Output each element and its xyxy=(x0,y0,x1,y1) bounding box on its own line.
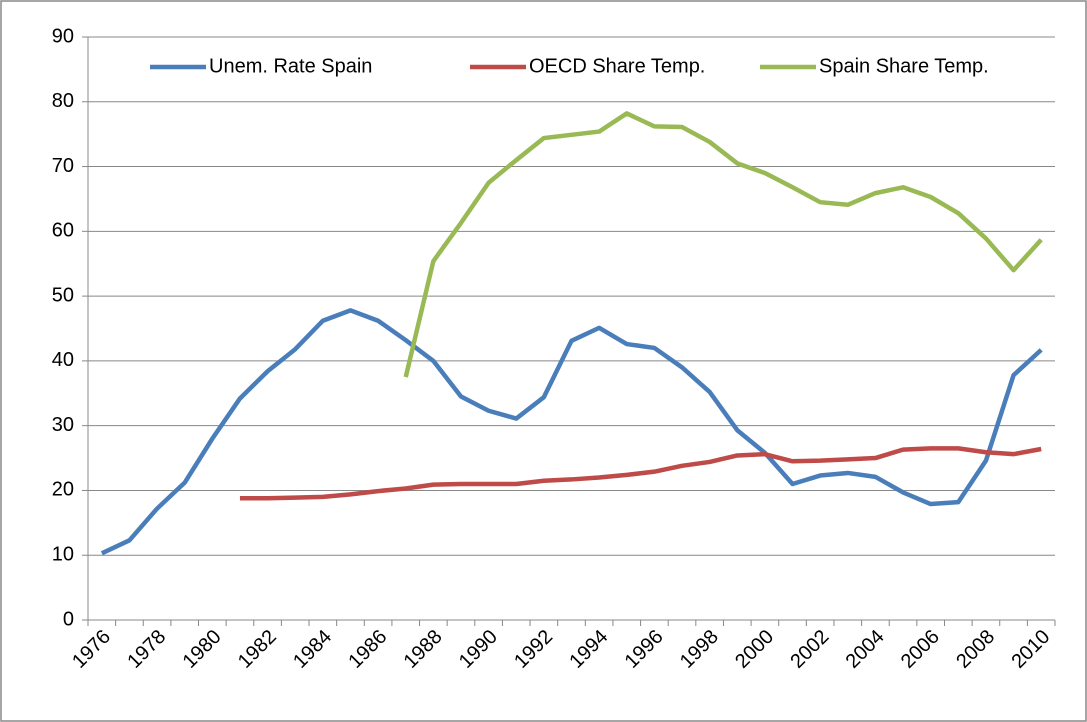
series-line xyxy=(100,308,1043,556)
series-line xyxy=(403,111,1043,378)
y-tick-label: 20 xyxy=(52,479,74,501)
y-tick-label: 60 xyxy=(52,220,74,242)
y-tick-label: 30 xyxy=(52,414,74,436)
y-tick-label: 50 xyxy=(52,284,74,306)
y-tick-label: 90 xyxy=(52,25,74,47)
y-tick-label: 0 xyxy=(63,608,74,630)
legend-label: Spain Share Temp. xyxy=(819,55,989,77)
series-line xyxy=(239,446,1042,501)
y-tick-label: 80 xyxy=(52,90,74,112)
y-tick-label: 10 xyxy=(52,544,74,566)
y-tick-label: 40 xyxy=(52,349,74,371)
legend-label: OECD Share Temp. xyxy=(529,55,705,77)
legend-label: Unem. Rate Spain xyxy=(209,55,372,77)
y-tick-label: 70 xyxy=(52,155,74,177)
